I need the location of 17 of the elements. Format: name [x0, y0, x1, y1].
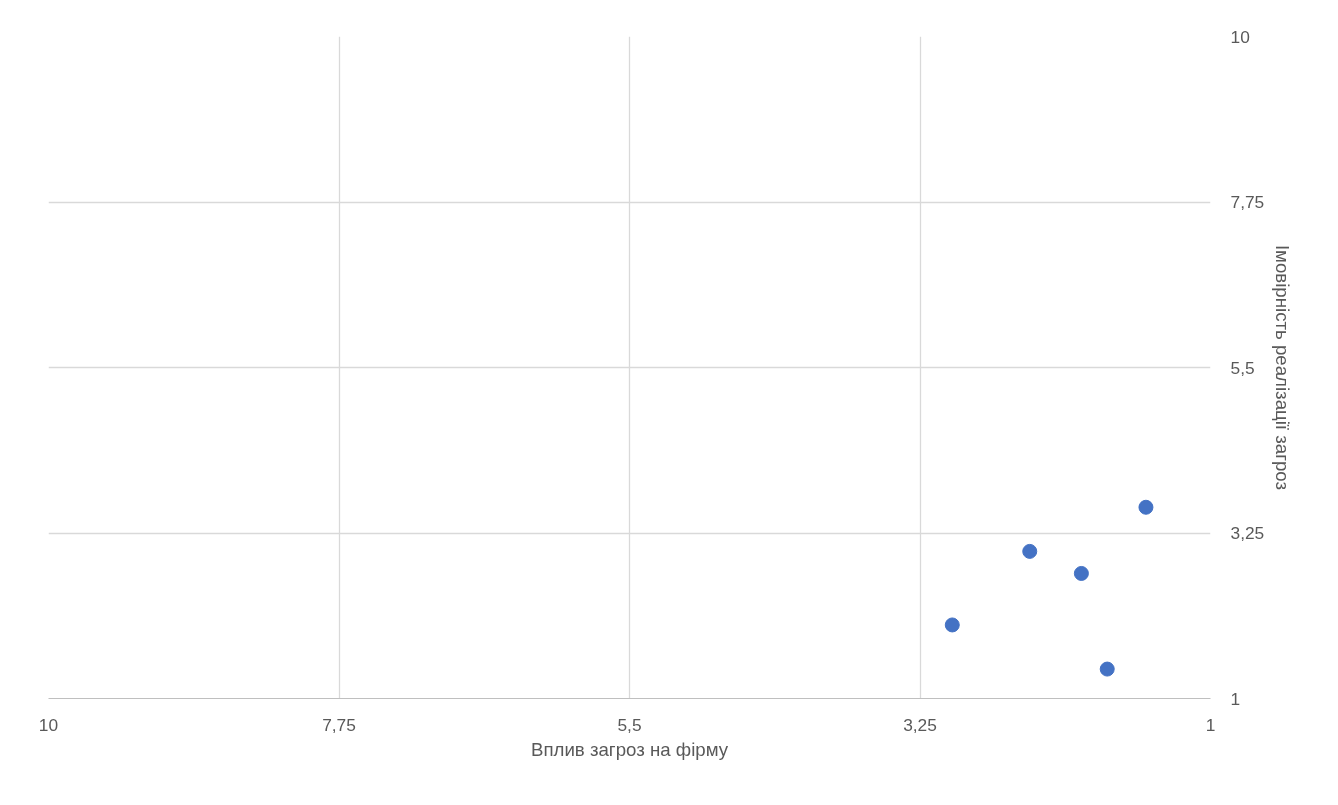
y-tick-label: 7,75	[1230, 192, 1265, 212]
x-tick-label: 1	[1205, 714, 1216, 735]
point	[1022, 543, 1038, 559]
y-tick-label: 1	[1230, 688, 1241, 709]
point	[944, 617, 960, 633]
x-tick-label: 10	[38, 714, 59, 735]
point	[1138, 499, 1154, 515]
point	[1073, 565, 1089, 581]
point	[1099, 661, 1115, 677]
y-tick-label: 10	[1230, 26, 1250, 47]
x-tick-label: 7,75	[322, 714, 356, 735]
y-axis-title: Імовірність реалізації загроз	[1272, 244, 1294, 491]
y-tick-label: 3,25	[1230, 523, 1265, 543]
x-tick-label: 5,5	[617, 714, 642, 735]
x-tick-label: 3,25	[903, 714, 937, 735]
x-axis-title: Вплив загроз на фірму	[530, 738, 729, 760]
y-tick-label: 5,5	[1230, 357, 1255, 378]
